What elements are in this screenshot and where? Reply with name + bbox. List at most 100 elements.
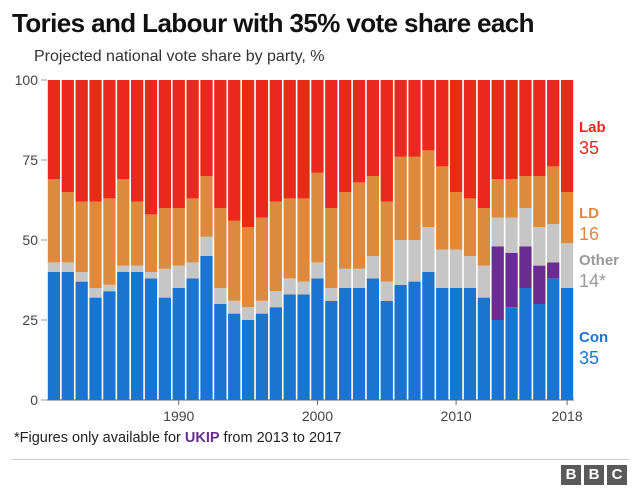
bar-ld-1981 <box>47 179 61 263</box>
bar-lab-2007 <box>408 80 421 157</box>
bar-lab-2011 <box>463 80 477 199</box>
bar-other-2016 <box>533 227 546 266</box>
bar-ld-1996 <box>255 217 269 301</box>
bar-other-1986 <box>117 265 130 272</box>
bar-ld-2007 <box>408 156 421 240</box>
bar-con-2011 <box>463 288 477 400</box>
legend-label-lab: Lab <box>579 119 606 136</box>
bar-other-2009 <box>436 249 449 288</box>
bar-lab-2006 <box>394 80 407 157</box>
legend-label-ld: LD <box>579 205 599 222</box>
bar-ld-1994 <box>228 220 241 301</box>
bar-other-1988 <box>144 272 158 279</box>
bar-ld-2010 <box>449 192 463 250</box>
bar-con-2015 <box>519 288 532 400</box>
bar-lab-2003 <box>352 80 366 183</box>
bar-other-1983 <box>75 272 88 282</box>
bar-other-1991 <box>186 262 199 279</box>
y-tick-label: 100 <box>15 72 39 88</box>
bar-lab-1981 <box>47 80 61 180</box>
bar-ld-2004 <box>366 176 380 256</box>
bar-lab-1982 <box>61 80 74 192</box>
bar-other-1982 <box>61 262 74 272</box>
bar-ld-1988 <box>144 214 158 272</box>
bar-con-1998 <box>283 294 296 400</box>
bar-con-2014 <box>505 307 518 400</box>
bar-ukip-2013 <box>491 246 504 320</box>
bar-ld-2013 <box>491 179 504 218</box>
bar-other-2002 <box>339 268 352 288</box>
bar-con-2012 <box>477 297 490 400</box>
bar-lab-1994 <box>228 80 241 221</box>
bar-lab-1992 <box>200 80 213 176</box>
bar-lab-1983 <box>75 80 88 202</box>
bar-other-2007 <box>408 240 421 282</box>
bar-ld-1989 <box>158 208 172 269</box>
x-axis: 1990 2000 2010 2018 <box>47 399 583 424</box>
bar-ld-2008 <box>422 150 435 228</box>
divider <box>12 459 629 460</box>
bar-con-2001 <box>325 300 338 400</box>
bar-lab-2002 <box>339 80 352 192</box>
bar-con-1991 <box>186 278 199 400</box>
bar-ld-2002 <box>339 192 352 269</box>
legend: Lab 35 LD 16 Other 14* Con 35 <box>579 119 619 368</box>
bar-other-1998 <box>283 278 296 295</box>
bar-con-1990 <box>172 288 185 400</box>
bar-con-2013 <box>491 320 504 400</box>
bar-other-1985 <box>103 284 116 292</box>
bar-ld-2011 <box>463 198 477 256</box>
bar-other-2018 <box>560 243 574 288</box>
footnote: *Figures only available for UKIP from 20… <box>14 430 341 446</box>
y-axis: 0 25 50 75 100 <box>15 72 47 408</box>
bar-ld-2017 <box>547 166 560 224</box>
bar-con-2010 <box>449 288 463 400</box>
bar-lab-2014 <box>505 80 518 180</box>
bar-lab-2001 <box>325 80 338 208</box>
bar-con-1983 <box>75 281 88 400</box>
bar-con-2007 <box>408 281 421 400</box>
bar-con-1992 <box>200 256 213 400</box>
x-tick-label: 2010 <box>441 408 472 424</box>
bar-ld-2009 <box>436 166 449 250</box>
bar-con-2004 <box>366 278 380 400</box>
bar-other-1999 <box>297 281 310 295</box>
y-tick-label: 0 <box>30 392 38 408</box>
bar-other-1987 <box>131 265 144 272</box>
bar-ld-2000 <box>311 172 324 263</box>
bar-con-2002 <box>339 288 352 400</box>
bar-other-2006 <box>394 240 407 285</box>
y-tick-label: 25 <box>22 312 38 328</box>
bar-con-2009 <box>436 288 449 400</box>
legend-value-other: 14* <box>579 271 606 291</box>
bar-other-2014 <box>505 217 518 253</box>
bar-ld-1995 <box>241 227 255 308</box>
bar-other-2005 <box>380 281 393 301</box>
bar-con-1993 <box>214 304 227 400</box>
bar-lab-1998 <box>283 80 296 199</box>
bar-con-1987 <box>131 272 144 400</box>
chart-title: Tories and Labour with 35% vote share ea… <box>12 8 535 38</box>
bar-ld-1998 <box>283 198 296 279</box>
bar-lab-2012 <box>477 80 490 208</box>
bar-con-2003 <box>352 288 366 400</box>
bar-lab-1997 <box>269 80 282 202</box>
bar-lab-1985 <box>103 80 116 199</box>
bar-lab-1989 <box>158 80 172 208</box>
bar-other-1984 <box>89 288 102 298</box>
bar-ld-1983 <box>75 201 88 272</box>
bar-con-1985 <box>103 291 116 400</box>
bar-ld-2012 <box>477 208 490 266</box>
bar-ld-2006 <box>394 156 407 240</box>
bar-con-2006 <box>394 284 407 400</box>
bar-lab-2017 <box>547 80 560 167</box>
bbc-logo: B B C <box>561 465 627 485</box>
bar-ukip-2015 <box>519 246 532 288</box>
bar-lab-2018 <box>560 80 574 192</box>
bar-lab-2015 <box>519 80 532 176</box>
footnote-suffix: from 2013 to 2017 <box>219 430 342 446</box>
bar-ld-2014 <box>505 179 518 218</box>
bar-ld-1986 <box>117 179 130 266</box>
bar-con-1997 <box>269 307 282 400</box>
x-tick-label: 2018 <box>551 408 582 424</box>
